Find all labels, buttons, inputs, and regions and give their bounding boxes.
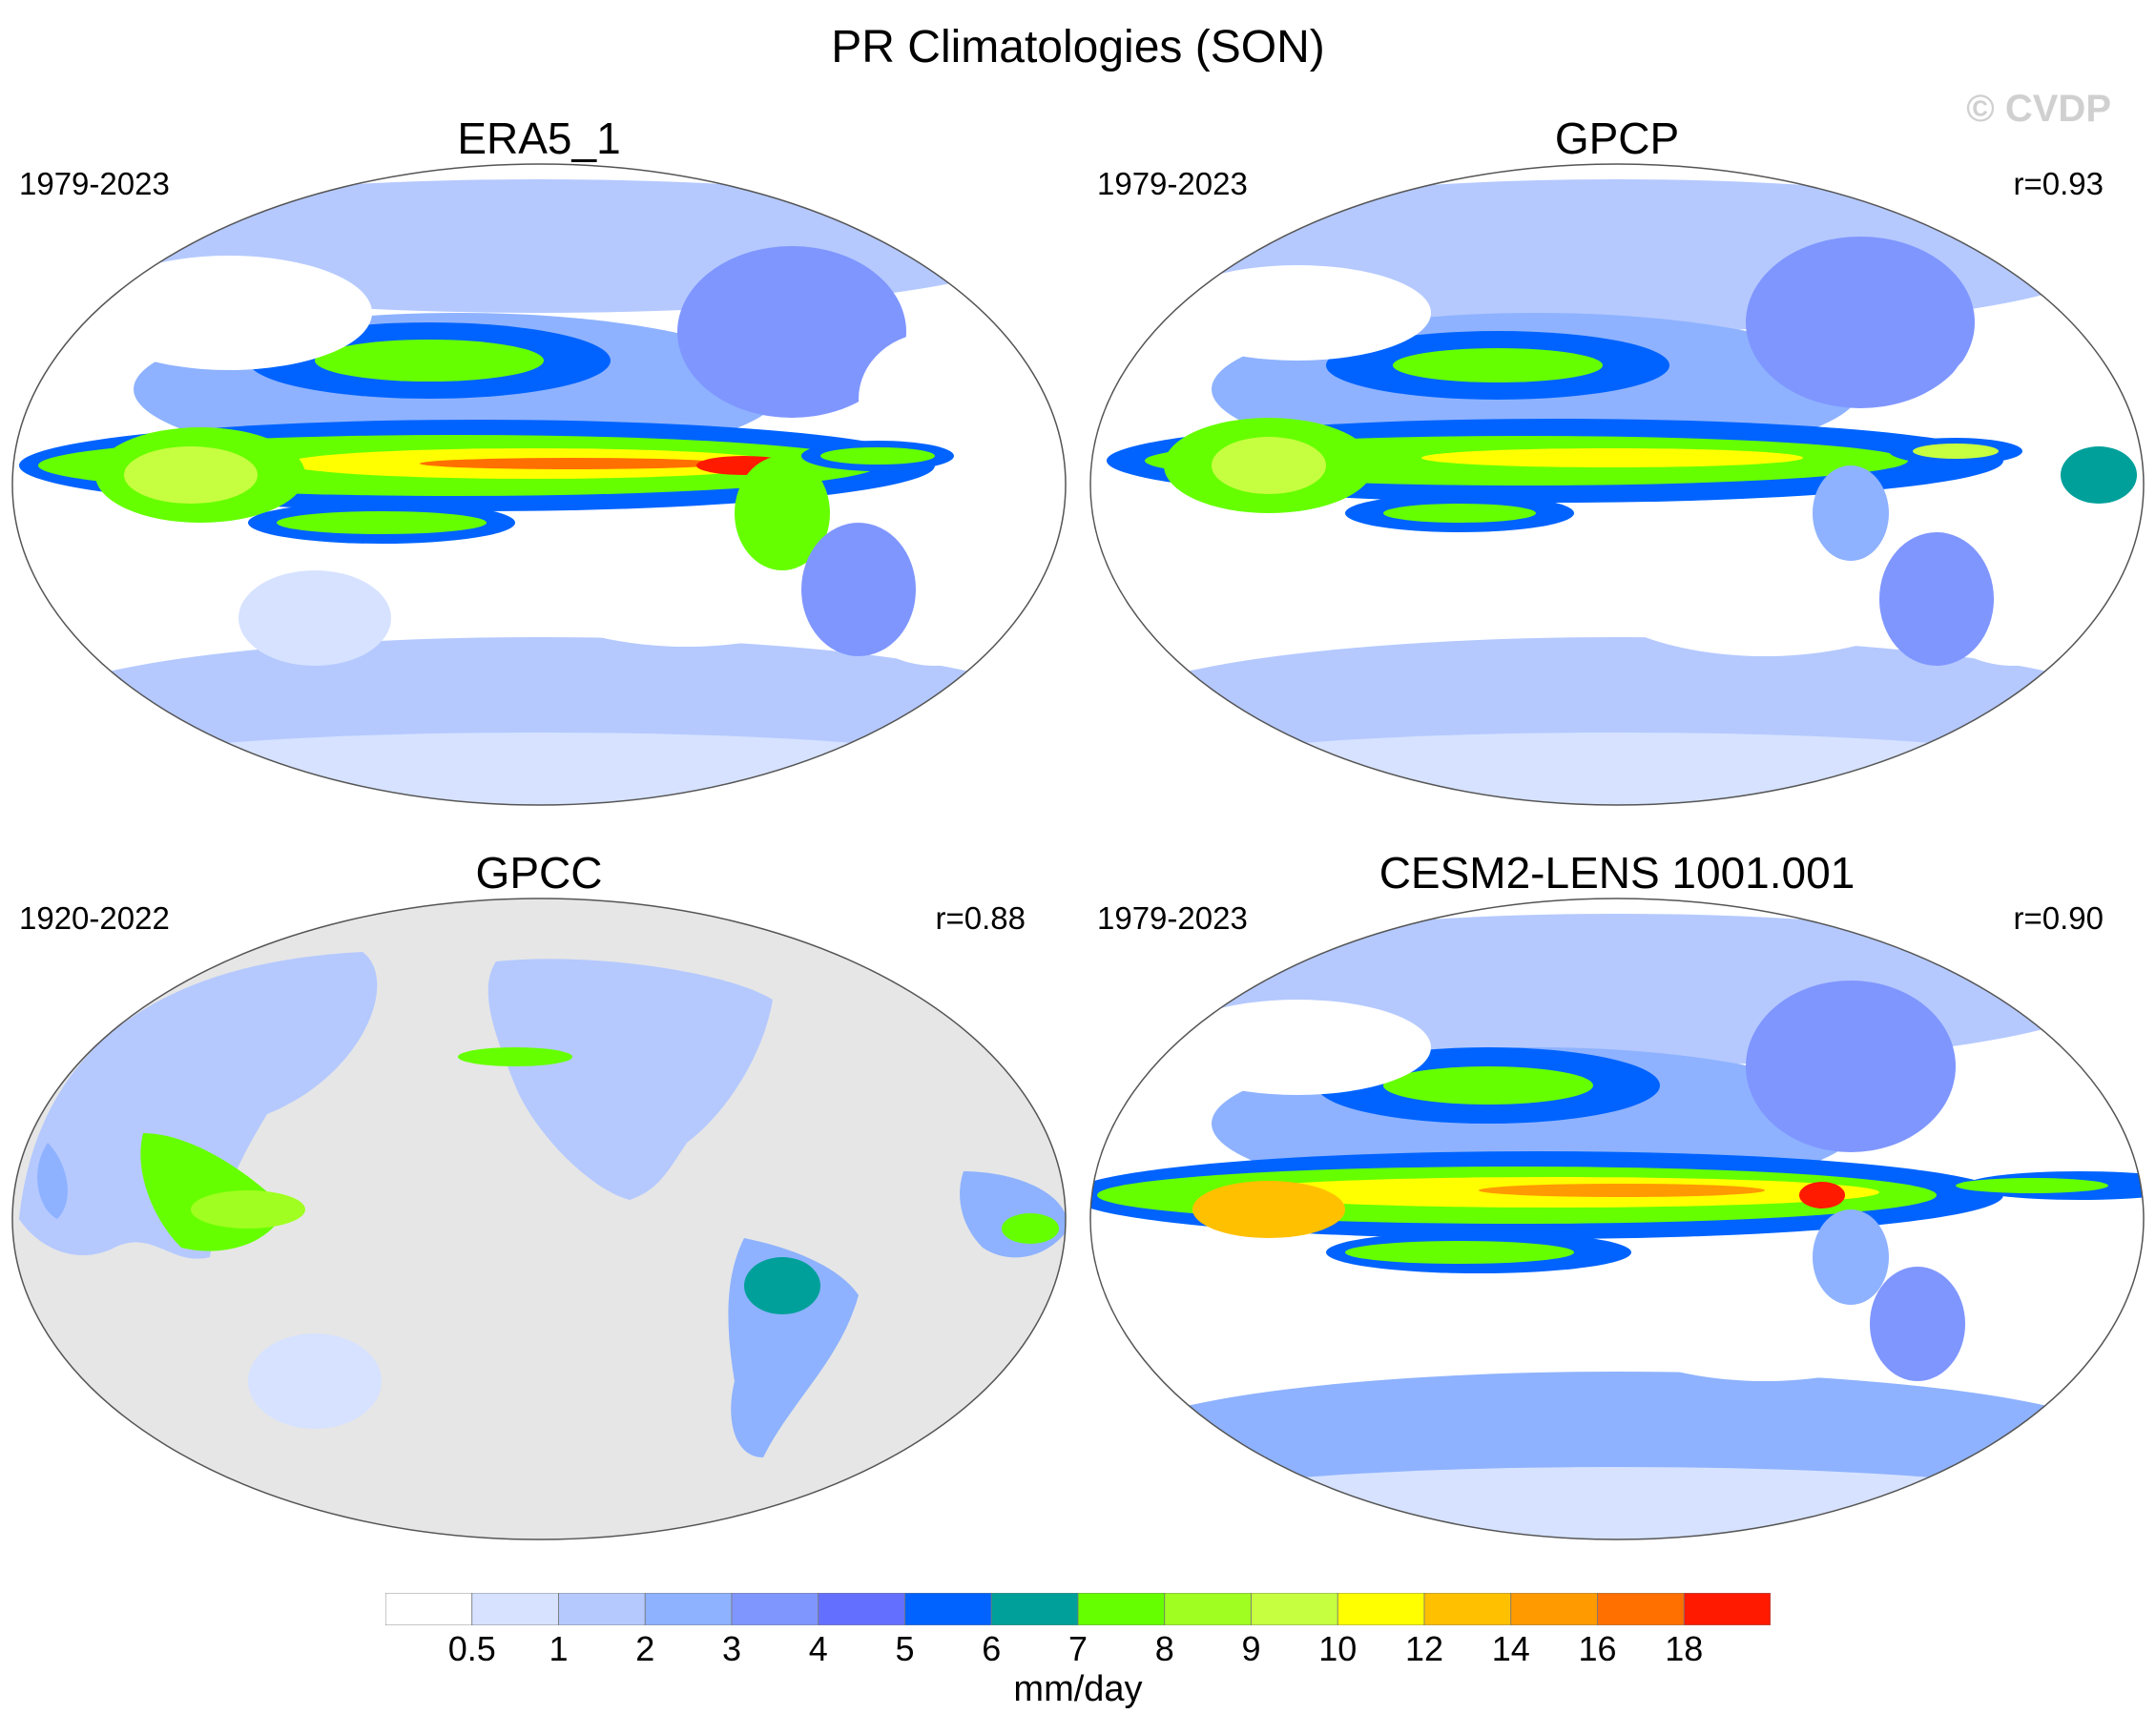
colorbar-tick-label: 9 xyxy=(1241,1629,1261,1668)
colorbar-bin xyxy=(904,1593,992,1625)
map-cesm2 xyxy=(1089,898,2145,1540)
colorbar-bin xyxy=(1423,1593,1512,1625)
panel-era5: ERA5_1 1979-2023 xyxy=(0,113,1078,837)
colorbar-tick-label: 2 xyxy=(635,1629,655,1668)
panel-period: 1979-2023 xyxy=(19,166,170,201)
panel-title: GPCC xyxy=(475,848,603,898)
colorbar-bin xyxy=(990,1593,1079,1625)
panel-correlation: r=0.88 xyxy=(935,900,1026,936)
colorbar-tick-label: 12 xyxy=(1404,1629,1444,1668)
colorbar-bin xyxy=(1510,1593,1598,1625)
panel-period: 1979-2023 xyxy=(1097,166,1248,201)
panel-title: ERA5_1 xyxy=(457,114,621,163)
panel-period: 1979-2023 xyxy=(1097,900,1248,936)
colorbar-bin xyxy=(1337,1593,1425,1625)
colorbar-bin xyxy=(558,1593,646,1625)
colorbar-bin xyxy=(1683,1593,1771,1625)
colorbar-bin xyxy=(731,1593,819,1625)
colorbar-bin xyxy=(1597,1593,1685,1625)
colorbar-tick-label: 0.5 xyxy=(447,1629,496,1668)
figure-title: PR Climatologies (SON) xyxy=(831,22,1325,72)
colorbar-tick-label: 14 xyxy=(1491,1629,1530,1668)
map-era5 xyxy=(11,163,1067,806)
colorbar-tick-label: 5 xyxy=(895,1629,915,1668)
colorbar-tick-label: 7 xyxy=(1068,1629,1088,1668)
colorbar xyxy=(385,1593,1771,1625)
map-gpcc xyxy=(11,898,1067,1540)
panel-correlation: r=0.90 xyxy=(2013,900,2104,936)
colorbar-tick-label: 6 xyxy=(982,1629,1002,1668)
colorbar-units: mm/day xyxy=(1013,1669,1143,1709)
colorbar-tick-label: 3 xyxy=(721,1629,742,1668)
colorbar-bin xyxy=(471,1593,559,1625)
cvdp-watermark: © CVDP xyxy=(1966,88,2111,130)
colorbar-bin xyxy=(1077,1593,1166,1625)
map-gpcp xyxy=(1089,163,2145,806)
colorbar-bin xyxy=(818,1593,905,1625)
panel-gpcp: GPCP 1979-2023 r=0.93 xyxy=(1078,113,2156,837)
panel-correlation: r=0.93 xyxy=(2013,166,2104,201)
colorbar-tick-label: 1 xyxy=(549,1629,569,1668)
panel-title: GPCP xyxy=(1554,114,1680,163)
colorbar-tick-label: 8 xyxy=(1154,1629,1174,1668)
colorbar-bin xyxy=(644,1593,733,1625)
panel-gpcc: GPCC 1920-2022 r=0.88 xyxy=(0,847,1078,1572)
colorbar-bin xyxy=(1164,1593,1252,1625)
colorbar-tick-label: 4 xyxy=(808,1629,828,1668)
colorbar-tick-label: 10 xyxy=(1318,1629,1358,1668)
panel-title: CESM2-LENS 1001.001 xyxy=(1379,848,1855,898)
panel-period: 1920-2022 xyxy=(19,900,170,936)
colorbar-bin xyxy=(385,1593,473,1625)
colorbar-tick-label: 16 xyxy=(1578,1629,1617,1668)
colorbar-bin xyxy=(1251,1593,1338,1625)
colorbar-tick-label: 18 xyxy=(1665,1629,1704,1668)
panel-cesm2: CESM2-LENS 1001.001 1979-2023 r=0.90 xyxy=(1078,847,2156,1572)
